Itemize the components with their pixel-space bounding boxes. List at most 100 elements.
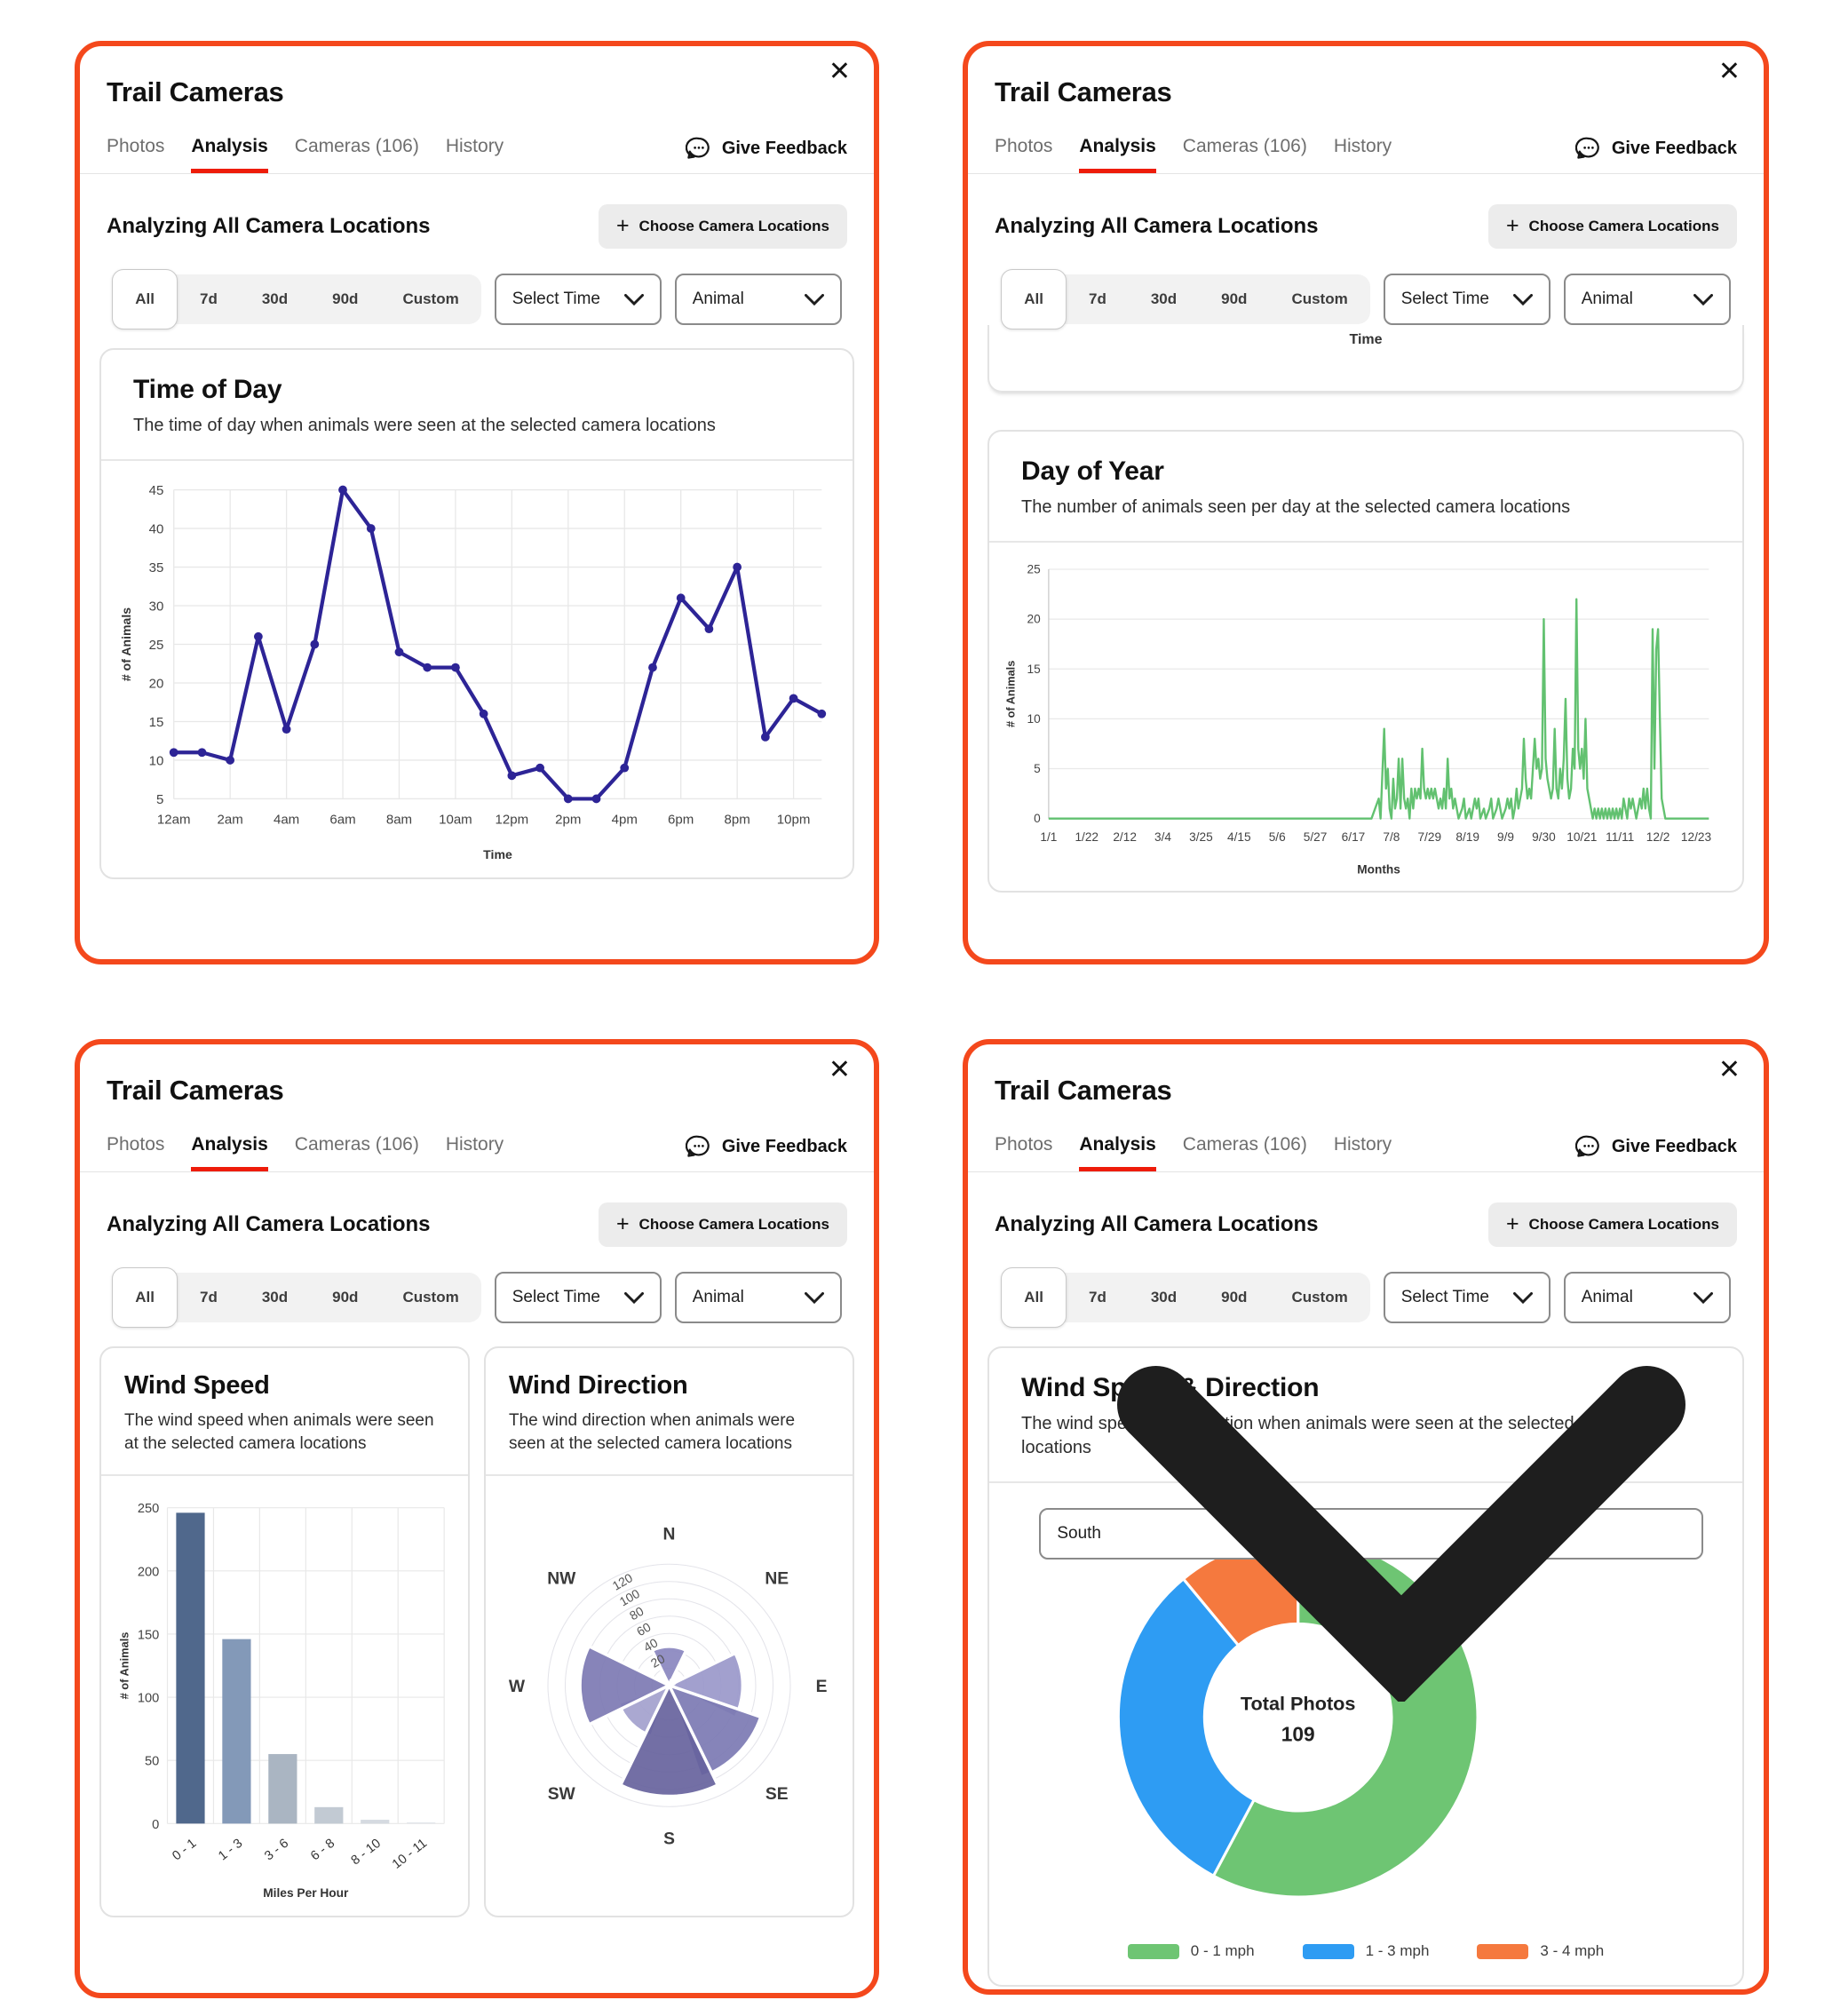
range-custom[interactable]: Custom bbox=[1291, 290, 1348, 307]
range-all[interactable]: All bbox=[1001, 1267, 1067, 1328]
animal-dropdown[interactable]: Animal bbox=[674, 1272, 842, 1323]
tab-cameras-106[interactable]: Cameras (106) bbox=[1182, 136, 1307, 156]
svg-text:9/30: 9/30 bbox=[1532, 830, 1556, 844]
tab-cameras-106[interactable]: Cameras (106) bbox=[294, 1134, 419, 1155]
close-button[interactable]: ✕ bbox=[1717, 57, 1741, 86]
svg-text:Miles Per Hour: Miles Per Hour bbox=[263, 1886, 349, 1900]
close-button[interactable]: ✕ bbox=[828, 1055, 851, 1084]
chevron-down-icon bbox=[804, 293, 824, 306]
select-time-dropdown[interactable]: Select Time bbox=[1383, 274, 1551, 325]
legend-item-0-1-mph[interactable]: 0 - 1 mph bbox=[1127, 1942, 1255, 1960]
choose-camera-locations-button[interactable]: + Choose Camera Locations bbox=[598, 1202, 847, 1247]
range-30d[interactable]: 30d bbox=[261, 290, 289, 307]
range-90d[interactable]: 90d bbox=[1221, 1289, 1248, 1306]
select-time-dropdown[interactable]: Select Time bbox=[494, 1272, 662, 1323]
give-feedback-button[interactable]: Give Feedback bbox=[1574, 135, 1737, 173]
choose-camera-locations-label: Choose Camera Locations bbox=[638, 1216, 829, 1233]
legend-item-3-4-mph[interactable]: 3 - 4 mph bbox=[1477, 1942, 1604, 1960]
tab-analysis[interactable]: Analysis bbox=[191, 136, 268, 173]
filter-row: All 7d 30d 90d Custom Select Time Animal bbox=[995, 269, 1737, 329]
animal-dropdown[interactable]: Animal bbox=[1563, 1272, 1731, 1323]
tab-history[interactable]: History bbox=[1333, 136, 1392, 156]
range-custom[interactable]: Custom bbox=[402, 1289, 459, 1306]
feedback-bubble-icon bbox=[1574, 1135, 1599, 1157]
svg-text:12/23: 12/23 bbox=[1681, 830, 1711, 844]
trail-cameras-modal-time-of-day: ✕ Trail Cameras Photos Analysis Cameras (1… bbox=[75, 41, 879, 964]
range-30d[interactable]: 30d bbox=[1150, 1289, 1178, 1306]
range-7d[interactable]: 7d bbox=[1089, 1289, 1106, 1306]
tab-history[interactable]: History bbox=[445, 136, 504, 156]
svg-text:5/6: 5/6 bbox=[1269, 830, 1286, 844]
tabs-row: Photos Analysis Cameras (106) History Give … bbox=[107, 135, 847, 173]
chart-subtitle: The number of animals seen per day at th… bbox=[1021, 497, 1571, 517]
range-90d[interactable]: 90d bbox=[332, 1289, 359, 1306]
wind-direction-selected-value: South bbox=[1057, 1524, 1101, 1543]
animal-label: Animal bbox=[692, 290, 744, 308]
time-of-day-line-chart: 5 10 15 20 25 30 35 40 45 12am 2am 4am 6am 8am 10am 12p… bbox=[119, 483, 827, 861]
close-button[interactable]: ✕ bbox=[828, 57, 851, 86]
tab-photos[interactable]: Photos bbox=[107, 1134, 165, 1155]
wind-speed-card: Wind Speed The wind speed when animals w… bbox=[99, 1346, 470, 1917]
range-90d[interactable]: 90d bbox=[1221, 290, 1248, 307]
choose-camera-locations-label: Choose Camera Locations bbox=[1528, 1216, 1719, 1233]
svg-text:10pm: 10pm bbox=[777, 813, 811, 828]
svg-text:5/27: 5/27 bbox=[1304, 830, 1328, 844]
chart-subtitle: The wind direction when animals were see… bbox=[509, 1411, 796, 1453]
give-feedback-button[interactable]: Give Feedback bbox=[685, 1133, 847, 1171]
tab-analysis[interactable]: Analysis bbox=[1079, 1134, 1156, 1171]
feedback-bubble-icon bbox=[685, 137, 710, 159]
give-feedback-button[interactable]: Give Feedback bbox=[1574, 1133, 1737, 1171]
select-time-dropdown[interactable]: Select Time bbox=[494, 274, 662, 325]
chevron-down-icon bbox=[1693, 1291, 1713, 1304]
tab-analysis[interactable]: Analysis bbox=[191, 1134, 268, 1171]
close-button[interactable]: ✕ bbox=[1717, 1055, 1741, 1084]
choose-camera-locations-button[interactable]: + Choose Camera Locations bbox=[1487, 1202, 1737, 1247]
legend-item-1-3-mph[interactable]: 1 - 3 mph bbox=[1302, 1942, 1429, 1960]
tab-photos[interactable]: Photos bbox=[995, 1134, 1053, 1155]
svg-text:7/29: 7/29 bbox=[1417, 830, 1441, 844]
choose-camera-locations-button[interactable]: + Choose Camera Locations bbox=[598, 204, 847, 249]
tab-history[interactable]: History bbox=[445, 1134, 504, 1155]
wind-speed-bar-chart: 0 50 100 150 200 250 0 - 1 1 - 3 3 - 6 6 - 8 8 - 1… bbox=[118, 1502, 445, 1900]
tab-photos[interactable]: Photos bbox=[107, 136, 165, 156]
svg-text:20: 20 bbox=[648, 1651, 668, 1671]
svg-text:NE: NE bbox=[765, 1570, 789, 1589]
range-custom[interactable]: Custom bbox=[402, 290, 459, 307]
tab-photos[interactable]: Photos bbox=[995, 136, 1053, 156]
svg-text:12pm: 12pm bbox=[496, 813, 529, 828]
analyzing-heading: Analyzing All Camera Locations bbox=[107, 1212, 431, 1236]
give-feedback-button[interactable]: Give Feedback bbox=[685, 135, 847, 173]
svg-text:150: 150 bbox=[138, 1629, 159, 1643]
range-7d[interactable]: 7d bbox=[200, 290, 218, 307]
tab-analysis[interactable]: Analysis bbox=[1079, 136, 1156, 173]
window-title: Trail Cameras bbox=[995, 76, 1172, 107]
wind-direction-dropdown[interactable]: South bbox=[1039, 1365, 1703, 1702]
range-7d[interactable]: 7d bbox=[200, 1289, 218, 1306]
svg-text:5: 5 bbox=[156, 792, 163, 807]
svg-text:10: 10 bbox=[1027, 712, 1042, 726]
range-all[interactable]: All bbox=[112, 269, 178, 329]
svg-text:2/12: 2/12 bbox=[1113, 830, 1137, 844]
tab-history[interactable]: History bbox=[1333, 1134, 1392, 1155]
svg-text:15: 15 bbox=[149, 715, 164, 730]
tab-cameras-106[interactable]: Cameras (106) bbox=[1182, 1134, 1307, 1155]
chevron-down-icon bbox=[1512, 1291, 1533, 1304]
tab-cameras-106[interactable]: Cameras (106) bbox=[294, 136, 419, 156]
range-custom[interactable]: Custom bbox=[1291, 1289, 1348, 1306]
range-all[interactable]: All bbox=[112, 1267, 178, 1328]
svg-text:SW: SW bbox=[548, 1785, 576, 1804]
range-7d[interactable]: 7d bbox=[1089, 290, 1106, 307]
chevron-down-icon bbox=[1693, 293, 1713, 306]
choose-camera-locations-button[interactable]: + Choose Camera Locations bbox=[1487, 204, 1737, 249]
range-30d[interactable]: 30d bbox=[261, 1289, 289, 1306]
svg-text:2pm: 2pm bbox=[555, 813, 581, 828]
window-title: Trail Cameras bbox=[107, 1075, 284, 1106]
animal-dropdown[interactable]: Animal bbox=[1563, 274, 1731, 325]
range-30d[interactable]: 30d bbox=[1150, 290, 1178, 307]
range-all[interactable]: All bbox=[1001, 269, 1067, 329]
select-time-dropdown[interactable]: Select Time bbox=[1383, 1272, 1551, 1323]
svg-text:6 - 8: 6 - 8 bbox=[308, 1837, 337, 1864]
animal-dropdown[interactable]: Animal bbox=[674, 274, 842, 325]
range-90d[interactable]: 90d bbox=[332, 290, 359, 307]
